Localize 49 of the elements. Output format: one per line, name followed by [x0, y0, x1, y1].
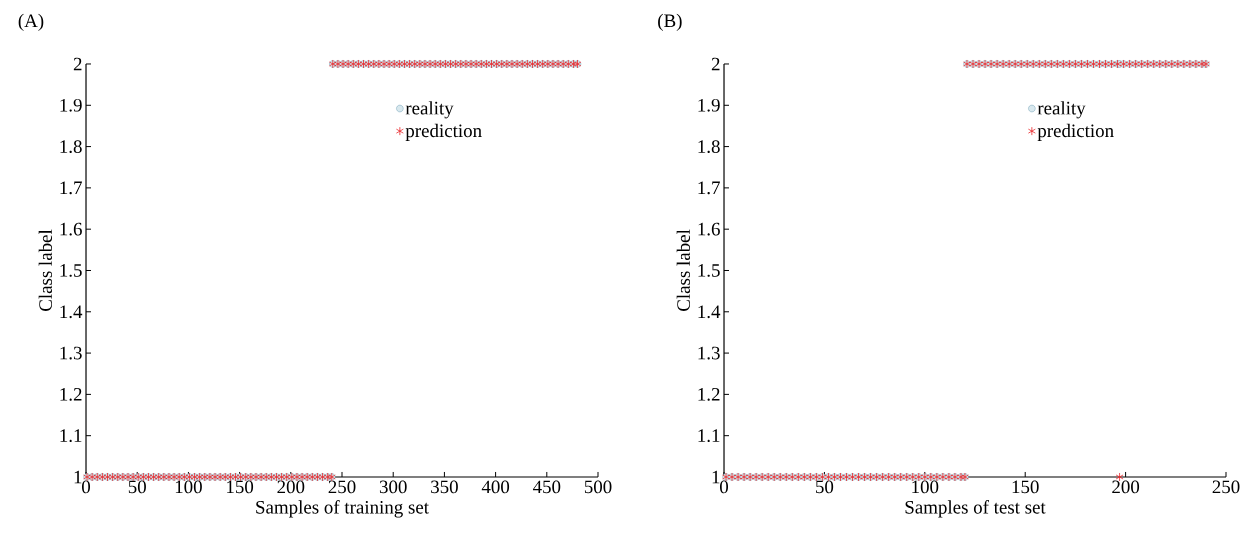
x-tick-label: 200: [1112, 480, 1140, 494]
legend-label: reality: [1037, 101, 1086, 119]
x-tick-label: 200: [277, 480, 305, 494]
y-tick-label: 1.8: [698, 140, 720, 154]
x-axis-title: Samples of test set: [905, 500, 1046, 518]
y-tick-label: 1.3: [698, 346, 720, 360]
chart-title: (A): [18, 13, 44, 31]
y-tick-label: 1.5: [60, 264, 82, 277]
y-tick-label: 1.1: [60, 429, 82, 443]
y-tick-label: 1.8: [60, 140, 82, 154]
y-tick-label: 1.2: [60, 387, 82, 401]
x-tick-label: 0: [82, 480, 91, 494]
legend-label: reality: [405, 101, 454, 119]
y-axis-title: Class label: [38, 229, 52, 311]
legend-label: prediction: [405, 123, 482, 141]
x-tick-label: 100: [175, 480, 202, 494]
y-tick-label: 1.9: [60, 98, 82, 112]
x-tick-label: 100: [912, 480, 939, 494]
x-tick-label: 500: [584, 480, 612, 494]
y-tick-label: 2: [711, 57, 720, 71]
y-tick-label: 1.6: [698, 222, 720, 236]
y-axis-title: Class label: [676, 229, 690, 311]
y-tick-label: 1.6: [60, 222, 82, 236]
y-tick-label: 1.1: [698, 429, 720, 443]
y-tick-label: 1.4: [60, 305, 83, 319]
x-tick-label: 0: [720, 480, 729, 494]
x-axis-title: Samples of training set: [256, 500, 429, 518]
legend-label: prediction: [1037, 123, 1114, 141]
x-tick-label: 50: [128, 480, 146, 494]
x-tick-label: 250: [1212, 480, 1240, 494]
y-tick-label: 2: [73, 57, 82, 71]
x-tick-label: 300: [379, 480, 407, 494]
x-tick-label: 350: [431, 480, 458, 494]
y-tick-label: 1.7: [698, 181, 720, 195]
x-tick-label: 150: [1012, 480, 1039, 494]
x-tick-label: 50: [816, 480, 834, 494]
y-tick-label: 1.9: [698, 98, 720, 112]
y-tick-label: 1: [712, 470, 720, 484]
y-tick-label: 1.4: [698, 305, 721, 319]
y-tick-label: 1.3: [60, 346, 82, 360]
x-tick-label: 400: [481, 480, 510, 494]
x-tick-label: 150: [227, 480, 254, 494]
x-tick-label: 250: [328, 480, 356, 494]
chart-title: (B): [658, 13, 682, 31]
y-tick-label: 1: [74, 470, 82, 484]
y-tick-label: 1.2: [698, 387, 720, 401]
x-tick-label: 450: [532, 480, 561, 494]
y-tick-label: 1.7: [60, 181, 82, 195]
y-tick-label: 1.5: [698, 264, 720, 277]
